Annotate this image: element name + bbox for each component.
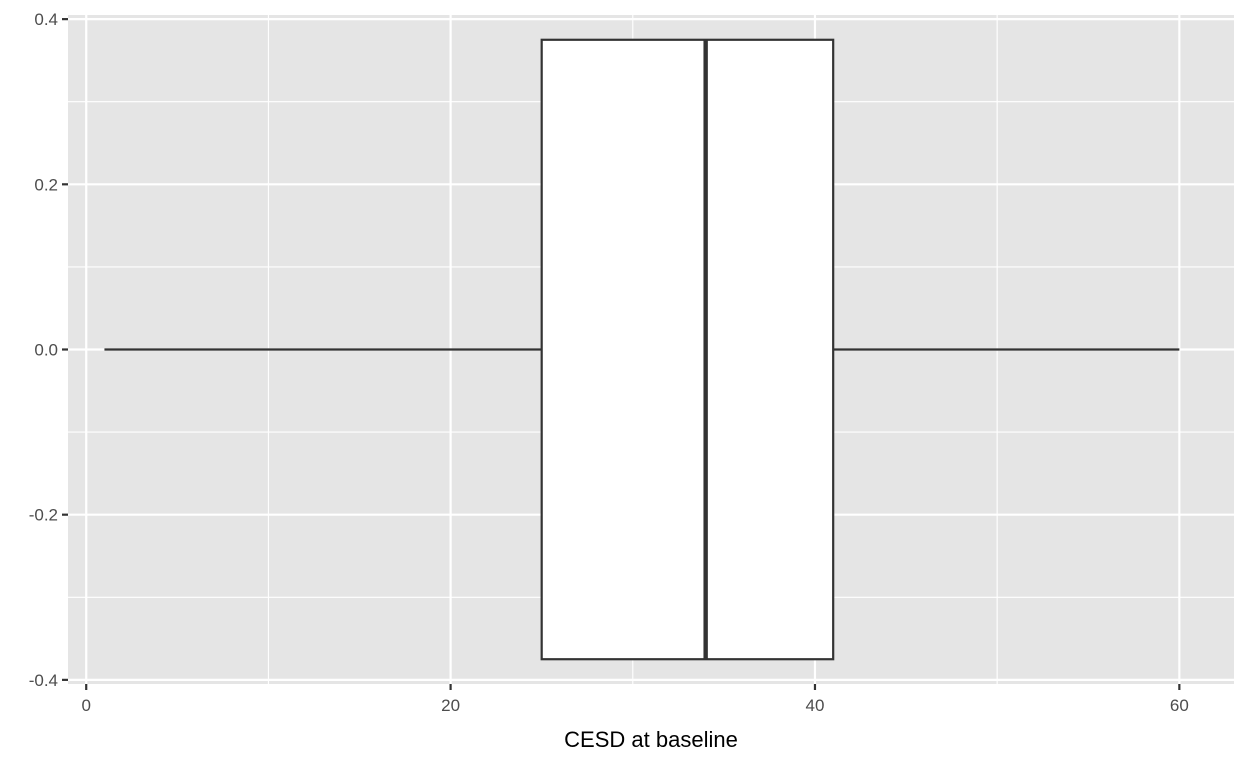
y-axis: -0.4 -0.2 0.0 0.2 0.4 — [29, 10, 68, 690]
y-tick-label: -0.2 — [29, 506, 58, 525]
y-tick-label: 0.2 — [34, 175, 58, 194]
x-tick-label: 0 — [81, 696, 90, 715]
interquartile-box — [540, 38, 835, 661]
boxplot — [104, 38, 1180, 661]
y-tick-label: 0.0 — [34, 341, 58, 360]
x-axis: 0 20 40 60 — [81, 684, 1189, 715]
y-tick-label: 0.4 — [34, 10, 58, 29]
x-tick-label: 60 — [1170, 696, 1189, 715]
x-tick-label: 20 — [441, 696, 460, 715]
x-tick-label: 40 — [806, 696, 825, 715]
x-axis-title: CESD at baseline — [564, 727, 738, 752]
y-tick-label: -0.4 — [29, 671, 58, 690]
